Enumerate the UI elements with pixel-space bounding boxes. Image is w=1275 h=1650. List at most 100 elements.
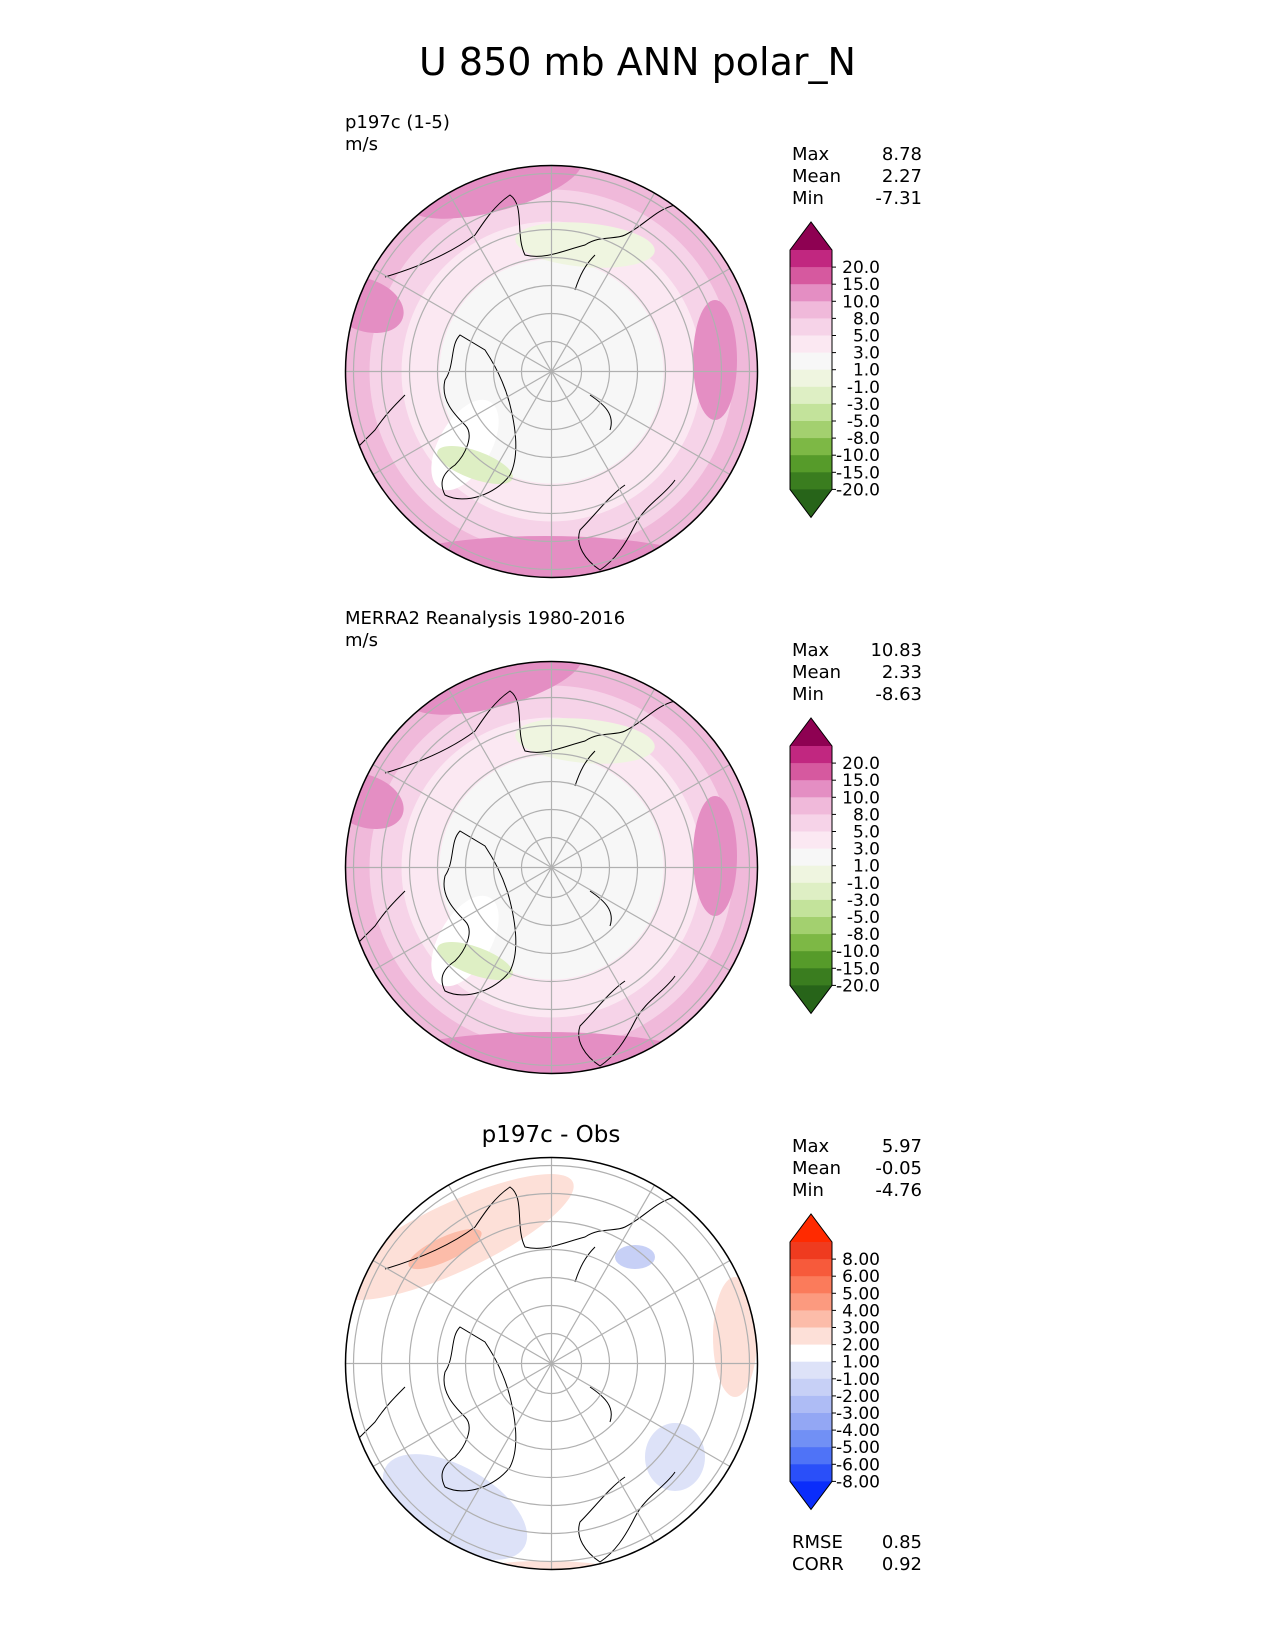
figure-title: U 850 mb ANN polar_N (419, 40, 856, 84)
colorbar-tick-label: -20.0 (836, 976, 880, 996)
colorbar-segment (790, 865, 832, 884)
colorbar-segment (790, 1430, 832, 1448)
colorbar-tick-label: 10.0 (842, 292, 880, 312)
colorbar-segment (790, 421, 832, 439)
colorbar-tick-label: -8.0 (847, 429, 880, 449)
colorbar-tick-label: -10.0 (836, 446, 880, 466)
coastline (589, 394, 612, 431)
colorbar-tick-label: 5.0 (853, 823, 880, 843)
panel1-stats: Max 8.78 Mean 2.27 Min -7.31 (792, 144, 922, 210)
colorbar-tick-label: 8.0 (853, 309, 880, 329)
coastline (574, 254, 596, 291)
field-jet-atlantic (375, 536, 715, 578)
colorbar-tick-label: 20.0 (842, 754, 880, 774)
colorbar-segment (790, 301, 832, 319)
colorbar-segment (790, 1276, 832, 1294)
stat-min-value: -4.76 (875, 1180, 922, 1201)
stat-max-value: 8.78 (881, 144, 922, 165)
colorbar-tick-label: 8.0 (853, 805, 880, 825)
colorbar-segment (790, 814, 832, 832)
stat-max-value: 10.83 (870, 640, 922, 661)
colorbar-segment (790, 250, 832, 268)
colorbar-segment (790, 951, 832, 969)
map-border (344, 164, 759, 579)
diff-positive-region (713, 1277, 757, 1397)
diff-negative-core (615, 1245, 655, 1269)
stat-mean-label: Mean (792, 166, 842, 187)
colorbar-tick-label: 2.00 (842, 1336, 880, 1356)
panel2-units: m/s (345, 630, 378, 651)
colorbar-tick-label: -5.0 (847, 908, 880, 928)
coastline (589, 1386, 612, 1423)
colorbar-segment (790, 1310, 832, 1328)
colorbar-tick-label: 1.00 (842, 1353, 880, 1373)
panel2-subtitle: MERRA2 Reanalysis 1980-2016 (345, 608, 626, 629)
coastline (578, 975, 676, 1067)
diff-positive-south (455, 1561, 635, 1570)
colorbar-tick-label: 10.0 (842, 788, 880, 808)
panel1-units: m/s (345, 134, 378, 155)
colorbar-segment (790, 1361, 832, 1380)
stat-mean-label: Mean (792, 662, 842, 683)
colorbar-tick-label: -5.00 (836, 1438, 880, 1458)
stat-max-label: Max (792, 640, 830, 661)
stat-mean-value: 2.27 (881, 166, 922, 187)
diff-negative-region (645, 1423, 705, 1491)
colorbar-segment (790, 797, 832, 815)
colorbar-segment (790, 267, 832, 285)
coastline (574, 750, 596, 787)
colorbar-segment (790, 284, 832, 302)
colorbar-tick-label: 15.0 (842, 275, 880, 295)
stat-mean-value: -0.05 (875, 1158, 922, 1179)
colorbar-cap-top (790, 222, 832, 250)
meridian-line (372, 267, 731, 476)
colorbar-tick-label: -8.00 (836, 1472, 880, 1492)
colorbar-tick-label: 8.00 (842, 1250, 880, 1270)
colorbar-cap-top (790, 1214, 832, 1242)
colorbar-panel1: 20.015.010.08.05.03.01.0-1.0-3.0-5.0-8.0… (789, 221, 880, 519)
panel3-metrics: RMSE 0.85 CORR 0.92 (792, 1532, 922, 1576)
colorbar-panel2: 20.015.010.08.05.03.01.0-1.0-3.0-5.0-8.0… (789, 717, 880, 1015)
colorbar-tick-label: -15.0 (836, 463, 880, 483)
map-border (344, 1156, 759, 1571)
colorbar-segment (790, 369, 832, 388)
colorbar-tick-label: 15.0 (842, 771, 880, 791)
stat-min-value: -8.63 (875, 684, 922, 705)
diff-positive-core (408, 1228, 482, 1270)
colorbar-segment (790, 763, 832, 781)
colorbar-segment (790, 403, 832, 422)
colorbar-segment (790, 386, 832, 405)
colorbar-tick-label: -3.0 (847, 395, 880, 415)
colorbar-segment (790, 335, 832, 354)
colorbar-segment (790, 917, 832, 935)
coastline (384, 194, 676, 278)
colorbar-segment (790, 1378, 832, 1397)
field-jet-pacific (693, 796, 737, 916)
colorbar-tick-label: -1.0 (847, 874, 880, 894)
colorbar-tick-label: -2.00 (836, 1387, 880, 1407)
stat-min-label: Min (792, 188, 824, 209)
coastline (441, 830, 517, 996)
colorbar-segment (790, 1259, 832, 1277)
coastline (578, 1471, 676, 1563)
colorbar-segment (790, 780, 832, 798)
field-easterly-greenland (437, 942, 513, 980)
colorbar-segment (790, 1464, 832, 1482)
colorbar-tick-label: 20.0 (842, 258, 880, 278)
meridian-line (372, 763, 731, 972)
colorbar-segment (790, 899, 832, 918)
field-jet-atlantic (375, 1032, 715, 1074)
colorbar-tick-label: -3.00 (836, 1404, 880, 1424)
polar-map-panel3 (344, 1156, 759, 1571)
colorbar-tick-label: -10.0 (836, 942, 880, 962)
colorbar-tick-label: 5.00 (842, 1284, 880, 1304)
colorbar-segment (790, 968, 832, 986)
colorbar-segment (790, 1327, 832, 1346)
colorbar-panel3: 8.006.005.004.003.002.001.00-1.00-2.00-3… (789, 1213, 880, 1511)
diff-negative-region (382, 1454, 528, 1560)
colorbar-tick-label: 3.0 (853, 840, 880, 860)
map-border (344, 660, 759, 1075)
colorbar-segment (790, 1293, 832, 1311)
colorbar-segment (790, 746, 832, 764)
colorbar-segment (790, 1413, 832, 1431)
